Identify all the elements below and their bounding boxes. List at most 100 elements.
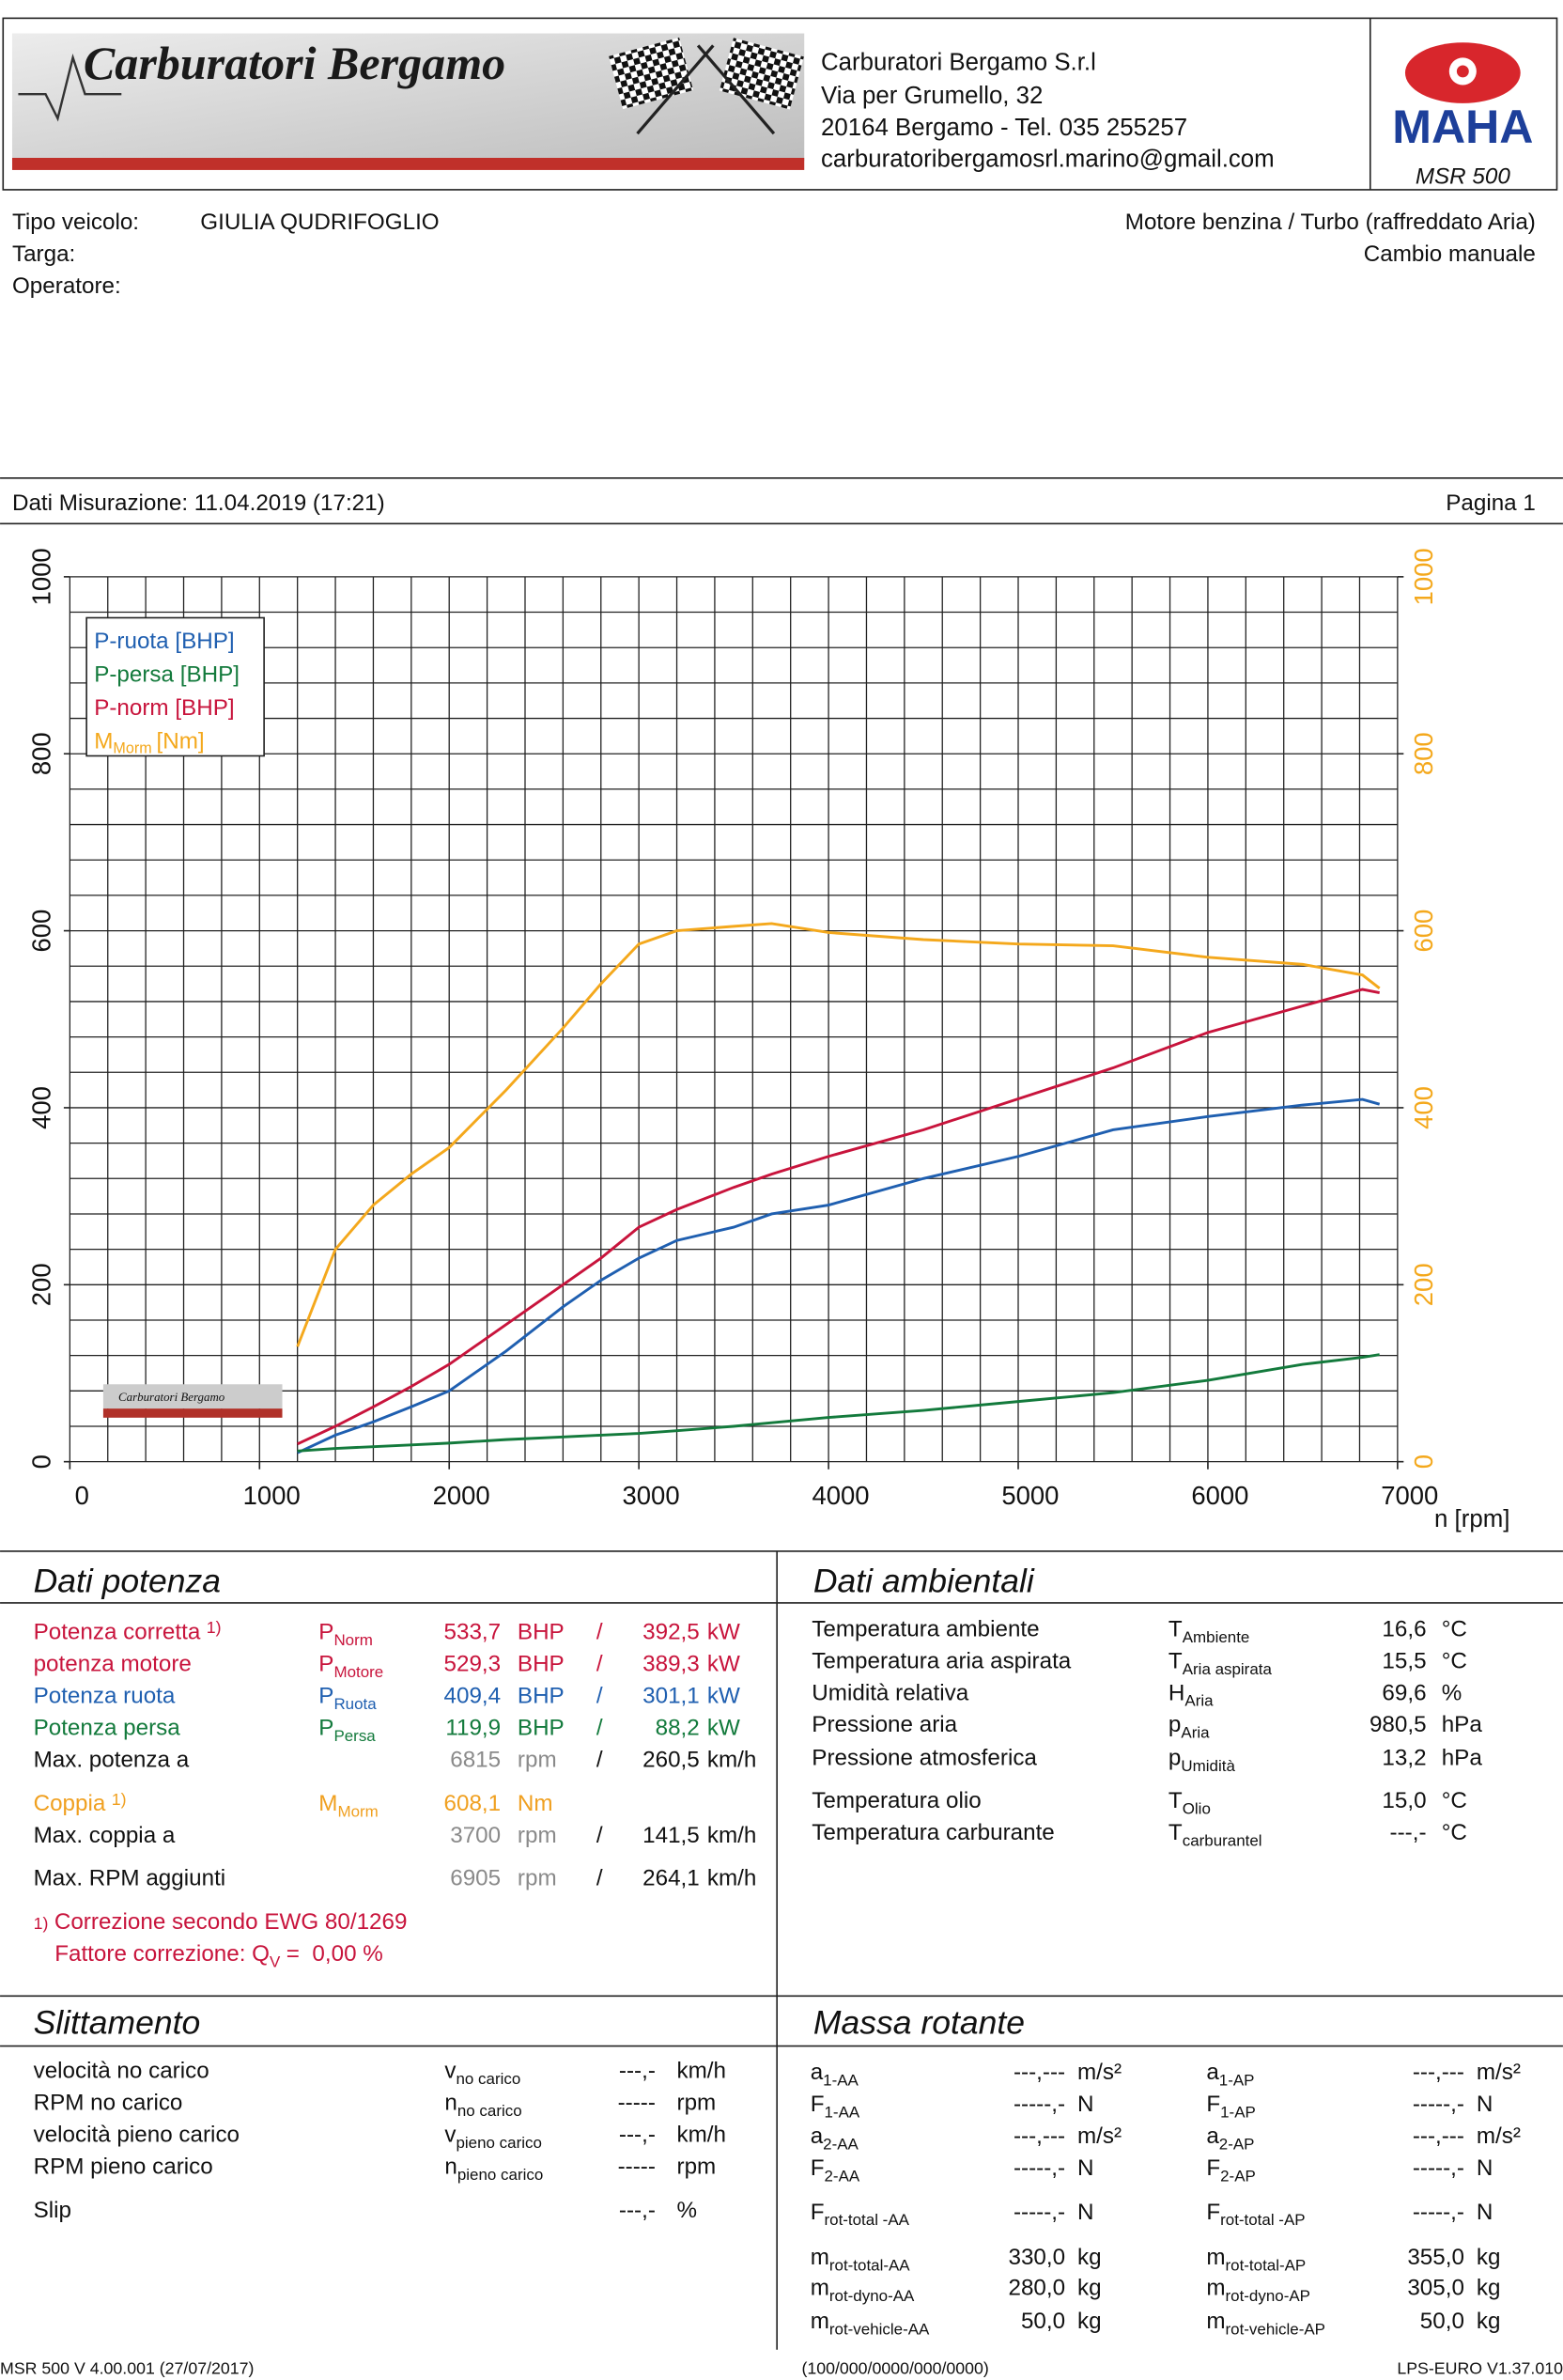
symbol-sub: no carico: [457, 2102, 522, 2120]
value: -----,-: [1413, 2200, 1464, 2225]
legend-entry: P-persa [BHP]: [94, 661, 240, 687]
value: ---,-: [619, 2198, 656, 2223]
field-label: Targa:: [12, 241, 75, 267]
value: 529,3: [444, 1652, 502, 1677]
unit: N: [1477, 2092, 1493, 2117]
value: -----: [618, 2090, 656, 2115]
unit: km/h: [677, 2059, 726, 2084]
row-label: Temperatura ambiente: [812, 1616, 1039, 1641]
unit: km/h: [707, 1865, 756, 1890]
value: 3700: [450, 1823, 501, 1848]
unit: kW: [707, 1684, 740, 1709]
label-text: Max. coppia a: [34, 1823, 176, 1848]
symbol-sub: Ruota: [333, 1695, 377, 1713]
series-line: [297, 1097, 1381, 1454]
symbol: mrot-total-AP: [1206, 2245, 1306, 2274]
symbol: TAmbiente: [1168, 1616, 1249, 1645]
gearbox: Cambio manuale: [1364, 241, 1536, 267]
symbol: a2-AA: [811, 2123, 859, 2153]
value: 6905: [450, 1865, 501, 1890]
logo-signal: [18, 54, 122, 122]
field-label: Tipo veicolo:: [12, 210, 139, 235]
unit: kg: [1477, 2245, 1501, 2270]
symbol: F1-AP: [1206, 2092, 1255, 2121]
section-title: Massa rotante: [813, 2004, 1025, 2042]
unit: N: [1077, 2200, 1094, 2225]
legend-sub: Morm: [113, 739, 151, 756]
section-title: Dati ambientali: [813, 1563, 1035, 1600]
symbol: pAria: [1168, 1712, 1210, 1741]
value: -----,-: [1014, 2200, 1065, 2225]
value: ---,-: [1390, 1820, 1427, 1845]
symbol-sub: pieno carico: [456, 2134, 541, 2152]
row-label: Max. RPM aggiunti: [34, 1865, 226, 1890]
separator: /: [596, 1620, 603, 1645]
legend-entry: MMorm [Nm]: [94, 728, 204, 756]
symbol: vno carico: [444, 2059, 520, 2088]
unit: kW: [707, 1620, 740, 1645]
y-tick-label: 600: [26, 910, 55, 953]
y2-tick-label: 200: [1409, 1263, 1438, 1306]
measurement-date: Dati Misurazione: 11.04.2019 (17:21): [12, 490, 385, 516]
row-label: Potenza corretta 1): [34, 1618, 222, 1644]
row-label: Coppia 1): [34, 1790, 127, 1816]
symbol-sub: 2-AA: [823, 2135, 859, 2153]
unit: rpm: [518, 1865, 557, 1890]
unit: °C: [1442, 1648, 1467, 1673]
symbol-main: F: [811, 2092, 825, 2117]
value: 533,7: [444, 1620, 502, 1645]
unit: km/h: [707, 1747, 756, 1772]
symbol-main: M: [318, 1791, 337, 1816]
symbol-sub: Umidità: [1181, 1757, 1235, 1775]
symbol-main: m: [1206, 2245, 1225, 2270]
value: 330,0: [1008, 2245, 1065, 2270]
chart: Carburatori Bergamo P-ruota [BHP] P-persa…: [63, 576, 1404, 1470]
unit: N: [1477, 2155, 1493, 2181]
value: 264,1: [642, 1865, 700, 1890]
unit: °C: [1442, 1820, 1467, 1845]
footer: LPS-EURO V1.37.010: [1397, 2359, 1563, 2378]
unit: BHP: [518, 1620, 565, 1645]
symbol: Tcarburantel: [1168, 1820, 1262, 1849]
unit: %: [1442, 1680, 1462, 1705]
symbol-main: P: [318, 1715, 333, 1740]
page-number: Pagina 1: [1446, 490, 1536, 516]
symbol-sub: 1-AP: [1220, 2104, 1256, 2122]
separator: /: [596, 1865, 603, 1890]
unit: rpm: [677, 2090, 717, 2115]
symbol-sub: Motore: [333, 1663, 383, 1681]
y-tick-label: 400: [26, 1086, 55, 1129]
legend-entry: P-ruota [BHP]: [94, 629, 234, 654]
label-text: Coppia: [34, 1791, 106, 1816]
factor-label: Fattore correzione: Q: [54, 1941, 270, 1967]
x-tick-label: 6000: [1191, 1481, 1248, 1510]
symbol: PNorm: [318, 1620, 373, 1649]
legend-unit: [Nm]: [156, 728, 204, 754]
mini-logo-strip: [102, 1408, 283, 1418]
value: -----,-: [1014, 2092, 1065, 2117]
separator: /: [596, 1715, 603, 1740]
symbol-main: F: [811, 2200, 825, 2225]
company-city: 20164 Bergamo - Tel. 035 255257: [821, 115, 1187, 141]
unit: kW: [707, 1715, 740, 1740]
symbol-main: F: [811, 2155, 825, 2181]
value: ---,-: [619, 2122, 656, 2147]
row-label: Potenza persa: [34, 1715, 181, 1740]
unit: BHP: [518, 1715, 565, 1740]
symbol-sub: 1-AP: [1219, 2072, 1255, 2090]
value: 119,9: [445, 1715, 501, 1740]
footnote: 1) Correzione secondo EWG 80/1269: [34, 1909, 408, 1935]
value: 50,0: [1021, 2309, 1065, 2334]
value: ---,---: [1413, 2060, 1464, 2085]
symbol-main: a: [1206, 2060, 1219, 2085]
footer: (100/000/0000/000/0000): [801, 2359, 988, 2378]
symbol: PRuota: [318, 1684, 377, 1713]
unit: km/h: [707, 1823, 756, 1848]
company-name: Carburatori Bergamo S.r.l: [821, 49, 1096, 75]
unit: rpm: [518, 1823, 557, 1848]
value: 260,5: [642, 1747, 700, 1772]
symbol-main: p: [1168, 1712, 1181, 1737]
symbol-main: H: [1168, 1680, 1185, 1705]
symbol: pUmidità: [1168, 1746, 1236, 1775]
y-tick-label: 1000: [26, 548, 55, 605]
